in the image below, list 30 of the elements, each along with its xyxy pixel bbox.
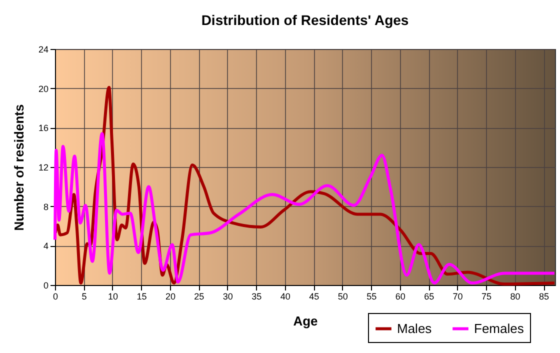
y-tick-label: 24: [38, 44, 48, 54]
y-tick-label: 8: [43, 202, 48, 212]
x-tick-label: 0: [52, 292, 58, 302]
legend-label: Females: [474, 320, 524, 336]
x-tick-label: 80: [510, 292, 520, 302]
x-tick-label: 45: [309, 292, 320, 302]
x-tick-label: 50: [338, 292, 348, 302]
x-tick-label: 75: [482, 292, 492, 302]
x-tick-label: 70: [452, 292, 463, 302]
x-tick-label: 30: [222, 292, 233, 302]
x-tick-label: 10: [108, 292, 118, 302]
x-tick-label: 5: [82, 292, 87, 302]
x-tick-label: 35: [252, 292, 262, 302]
x-tick-label: 85: [539, 292, 550, 302]
y-tick-label: 16: [38, 123, 48, 134]
x-tick-label: 20: [165, 292, 176, 302]
y-tick-label: 12: [38, 162, 48, 172]
y-axis-title: Number of residents: [11, 104, 26, 231]
legend-label: Males: [397, 320, 432, 336]
y-tick-label: 20: [38, 84, 48, 94]
x-axis-title: Age: [293, 314, 318, 328]
x-tick-label: 25: [194, 292, 204, 302]
chart-title: Distribution of Residents' Ages: [201, 12, 409, 28]
x-tick-label: 60: [395, 292, 406, 302]
x-tick-label: 65: [424, 292, 434, 302]
y-tick-label: 0: [43, 280, 48, 290]
y-tick-label: 4: [43, 241, 48, 252]
x-tick-label: 55: [366, 292, 377, 302]
x-tick-label: 40: [280, 292, 290, 302]
x-tick-label: 15: [136, 292, 147, 302]
